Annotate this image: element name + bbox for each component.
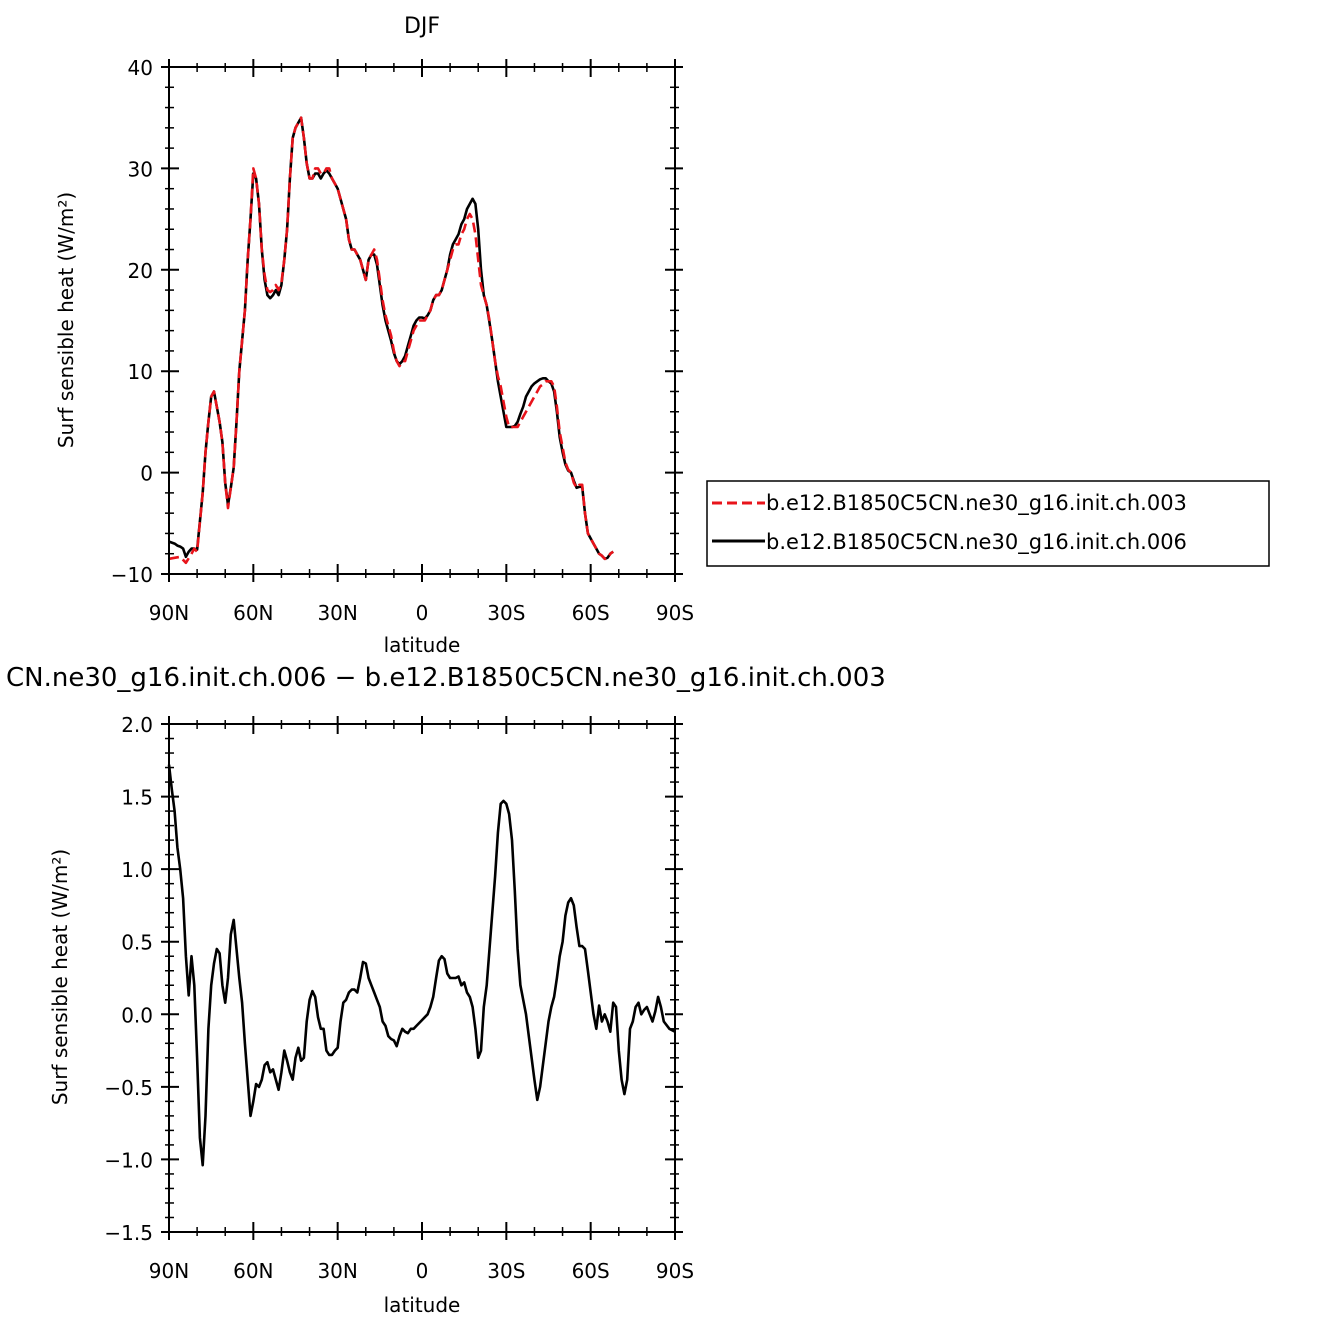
x-tick-label: 30S: [487, 601, 525, 625]
y-tick-label: 0.0: [121, 1003, 153, 1027]
y-tick-label: −1.0: [104, 1148, 153, 1172]
x-tick-label: 90S: [656, 1259, 694, 1283]
series-line-0: [168, 116, 614, 565]
series-line-0: [167, 764, 676, 1167]
bottom-panel: CN.ne30_g16.init.ch.006 − b.e12.B1850C5C…: [6, 663, 886, 1317]
y-axis-label: Surf sensible heat (W/m²): [54, 192, 78, 448]
x-tick-label: 30N: [317, 601, 357, 625]
x-tick-label: 0: [416, 601, 429, 625]
plot-frame: [168, 723, 676, 1233]
x-tick-label: 0: [416, 1259, 429, 1283]
y-tick-label: 0.5: [121, 931, 153, 955]
x-tick-label: 30S: [487, 1259, 525, 1283]
y-tick-label: −0.5: [104, 1076, 153, 1100]
x-tick-label: 90S: [656, 601, 694, 625]
legend-label-006: b.e12.B1850C5CN.ne30_g16.init.ch.006: [766, 530, 1187, 555]
y-tick-label: 10: [128, 360, 153, 384]
series-group: [168, 116, 614, 565]
top-panel: DJF 90N 60N 30N 0 30S 60S 90S −10 0 10 20 30 40 lati…: [54, 14, 1270, 657]
x-axis-label: latitude: [384, 633, 461, 657]
chart-title: CN.ne30_g16.init.ch.006 − b.e12.B1850C5C…: [6, 663, 886, 693]
x-tick-label: 30N: [317, 1259, 357, 1283]
x-tick-label: 60S: [572, 601, 610, 625]
series-group: [167, 764, 676, 1167]
y-tick-label: 2.0: [121, 713, 153, 737]
x-tick-label: 90N: [149, 601, 189, 625]
y-tick-label: −10: [111, 563, 153, 587]
y-tick-label: 30: [128, 157, 153, 181]
x-tick-label: 60N: [233, 1259, 273, 1283]
legend: b.e12.B1850C5CN.ne30_g16.init.ch.003 b.e…: [706, 480, 1270, 567]
axes: 90N 60N 30N 0 30S 60S 90S −1.5 −1.0 −0.5 0.0 0.5 1.0…: [104, 713, 694, 1283]
x-tick-label: 90N: [149, 1259, 189, 1283]
y-tick-label: 20: [128, 259, 153, 283]
y-tick-label: 1.5: [121, 786, 153, 810]
y-tick-label: 1.0: [121, 858, 153, 882]
legend-box: [706, 480, 1270, 567]
x-tick-label: 60N: [233, 601, 273, 625]
chart-title: DJF: [404, 14, 440, 39]
y-axis-label: Surf sensible heat (W/m²): [48, 849, 72, 1105]
x-tick-label: 60S: [572, 1259, 610, 1283]
y-tick-label: 40: [128, 56, 153, 80]
x-axis-label: latitude: [384, 1293, 461, 1317]
axes: 90N 60N 30N 0 30S 60S 90S −10 0 10 20 30 40: [111, 56, 694, 625]
legend-label-003: b.e12.B1850C5CN.ne30_g16.init.ch.003: [766, 491, 1187, 516]
y-tick-label: 0: [140, 462, 153, 486]
y-tick-label: −1.5: [104, 1221, 153, 1245]
